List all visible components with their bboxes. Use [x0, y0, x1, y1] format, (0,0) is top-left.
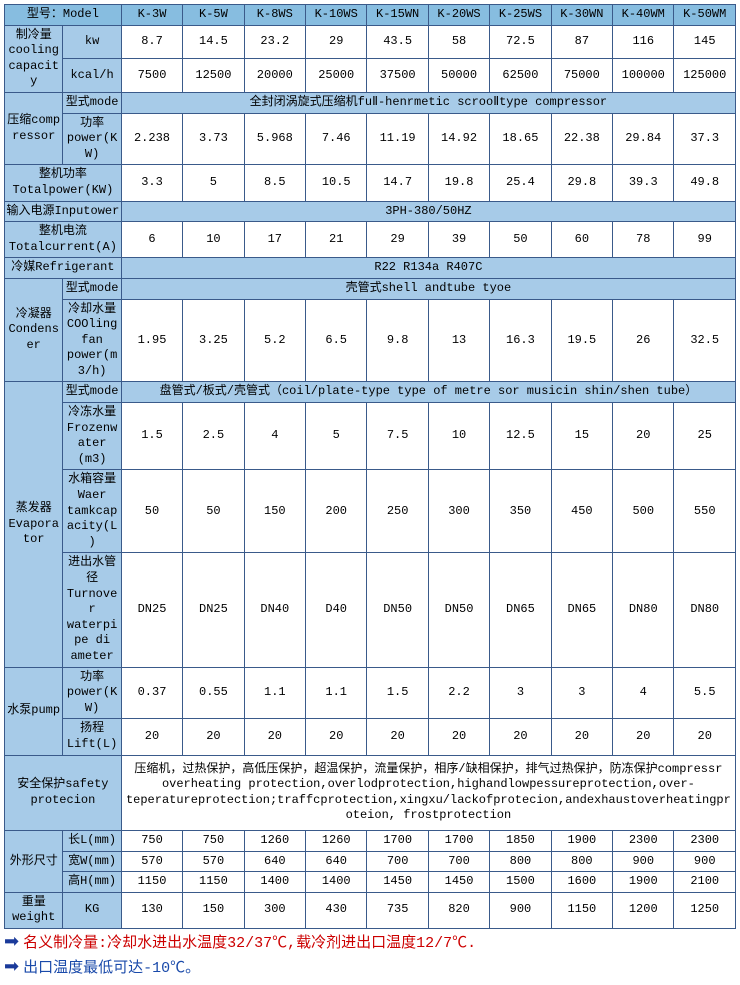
- dim-row-2: 高H(mm): [63, 872, 121, 893]
- evap-mode-label: 型式mode: [63, 382, 121, 403]
- note-line-2: ➡ 出口温度最低可达-10℃。: [4, 956, 736, 981]
- compressor-mode-label: 型式mode: [63, 92, 121, 113]
- weight-label: 重量weight: [5, 892, 63, 928]
- evaporator-label: 蒸发器Evaporator: [5, 382, 63, 667]
- condenser-mode-value: 壳管式shell andtube tyoe: [121, 278, 735, 299]
- dim-row-1: 宽W(mm): [63, 851, 121, 872]
- compressor-power-label: 功率power(KW): [63, 113, 121, 165]
- note-text-1: 名义制冷量:冷却水进出水温度32/37℃,载冷剂进出口温度12/7℃.: [23, 933, 476, 954]
- dim-l-label: 长L(mm): [63, 830, 121, 851]
- model-col-8: K-40WM: [613, 5, 674, 26]
- note-text-2: 出口温度最低可达-10℃。: [23, 958, 200, 979]
- compressor-label: 压缩comp ressor: [5, 92, 63, 164]
- total-power-label: 整机功率Totalpower(KW): [5, 165, 122, 201]
- cooling-label: 制冷量cooling capacity: [5, 25, 63, 92]
- refrigerant-value: R22 R134a R407C: [121, 258, 735, 279]
- model-col-4: K-15WN: [367, 5, 428, 26]
- evap-row-0: 冷冻水量Frozenwater (m3): [63, 403, 121, 470]
- input-power-label: 输入电源Inputower: [5, 201, 122, 222]
- condenser-label: 冷凝器Condenser: [5, 278, 63, 382]
- notes-section: ➡ 名义制冷量:冷却水进出水温度32/37℃,载冷剂进出口温度12/7℃. ➡ …: [4, 931, 736, 981]
- model-header: 型号：Model: [5, 5, 122, 26]
- pump-power-label: 功率power(KW): [63, 667, 121, 719]
- arrow-icon: ➡: [4, 956, 19, 981]
- safety-value: 压缩机，过热保护，高低压保护，超温保护，流量保护，相序/缺相保护，排气过热保护，…: [121, 755, 735, 830]
- cooling-unit-kcal: kcal/h: [63, 59, 121, 93]
- model-col-7: K-30WN: [551, 5, 612, 26]
- compressor-mode-value: 全封闭涡旋式压缩机fuⅡ-henrmetic scrooⅡtype compre…: [121, 92, 735, 113]
- model-col-3: K-10WS: [306, 5, 367, 26]
- pump-lift-label: 扬程Lift(L): [63, 719, 121, 755]
- evap-row-2: 进出水管径Turnover waterpipe di ameter: [63, 553, 121, 667]
- input-power-value: 3PH-380/50HZ: [121, 201, 735, 222]
- evap-row-1: 水箱容量Waer tamkcapacity(L): [63, 470, 121, 553]
- condenser-cool-label: 冷却水量COOling fan power(m3/h): [63, 299, 121, 382]
- condenser-mode-label: 型式mode: [63, 278, 121, 299]
- total-current-label: 整机电流Totalcurrent(A): [5, 222, 122, 258]
- model-col-9: K-50WM: [674, 5, 736, 26]
- model-col-6: K-25WS: [490, 5, 551, 26]
- evap-mode-value: 盘管式/板式/壳管式（coil/plate-type type of metre…: [121, 382, 735, 403]
- spec-table: 型号：ModelK-3WK-5WK-8WSK-10WSK-15WNK-20WSK…: [4, 4, 736, 929]
- model-col-5: K-20WS: [428, 5, 489, 26]
- model-col-2: K-8WS: [244, 5, 305, 26]
- model-col-1: K-5W: [183, 5, 244, 26]
- arrow-icon: ➡: [4, 931, 19, 956]
- model-col-0: K-3W: [121, 5, 182, 26]
- cooling-unit-kw: kw: [63, 25, 121, 59]
- safety-label: 安全保护safety protecion: [5, 755, 122, 830]
- refrigerant-label: 冷媒Refrigerant: [5, 258, 122, 279]
- dimensions-label: 外形尺寸: [5, 830, 63, 892]
- weight-unit: KG: [63, 892, 121, 928]
- pump-label: 水泵pump: [5, 667, 63, 755]
- note-line-1: ➡ 名义制冷量:冷却水进出水温度32/37℃,载冷剂进出口温度12/7℃.: [4, 931, 736, 956]
